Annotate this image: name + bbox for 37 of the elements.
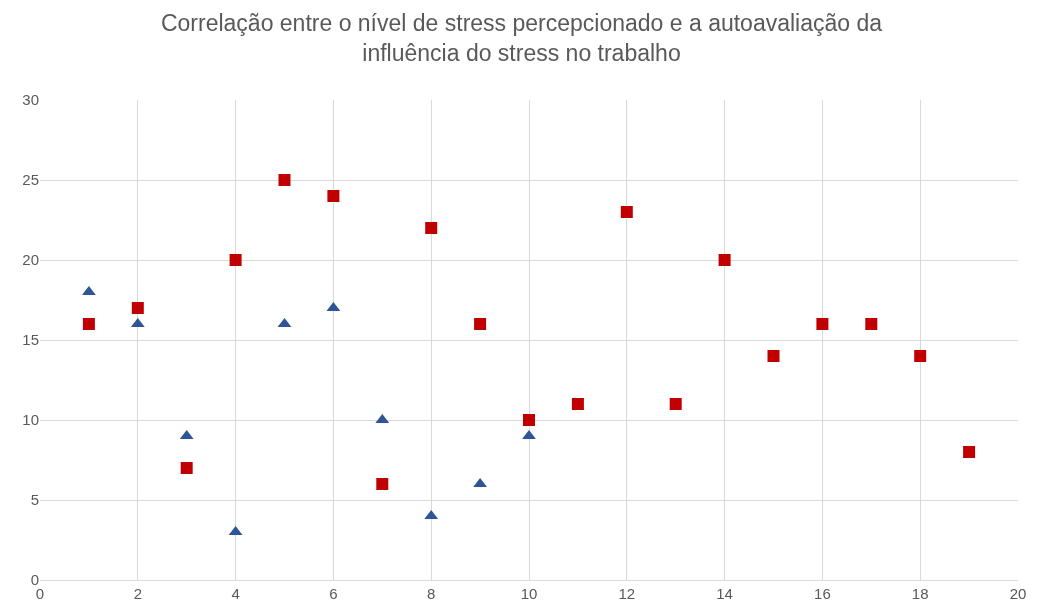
point (669, 398, 682, 410)
point (865, 318, 878, 330)
point (523, 414, 535, 426)
point (180, 462, 193, 474)
point (474, 318, 487, 330)
x-tick-label: 18 (911, 585, 929, 602)
x-tick-label: 6 (329, 585, 338, 602)
y-tick-label: 15 (22, 331, 39, 349)
point (327, 190, 340, 202)
x-tick-label: 16 (814, 585, 831, 602)
chart-title: Correlação entre o nível de stress percepcionado e a autoavaliação da influência do stress no trabalho (160, 9, 883, 66)
y-tick-label: 0 (30, 571, 39, 589)
x-tick-label: 10 (520, 585, 538, 602)
y-tick-label: 20 (22, 251, 39, 269)
point (425, 222, 438, 234)
point (278, 174, 291, 186)
point (131, 302, 144, 314)
point (571, 398, 584, 410)
point (767, 350, 780, 362)
x-tick-label: 20 (1009, 585, 1027, 602)
point (82, 318, 95, 330)
y-tick-label: 5 (30, 491, 39, 509)
x-tick-label: 8 (427, 585, 436, 602)
x-tick-label: 2 (133, 585, 142, 602)
x-tick-label: 14 (716, 585, 733, 602)
point (620, 206, 633, 218)
point (816, 318, 829, 330)
point (914, 350, 927, 362)
y-tick-label: 10 (22, 411, 39, 429)
point (229, 254, 242, 266)
point (718, 254, 731, 266)
x-tick-label: 4 (231, 585, 240, 602)
point (376, 478, 389, 490)
x-tick-label: 12 (618, 585, 636, 602)
point (963, 446, 976, 458)
y-tick-label: 30 (22, 91, 39, 109)
y-tick-label: 25 (22, 171, 39, 189)
